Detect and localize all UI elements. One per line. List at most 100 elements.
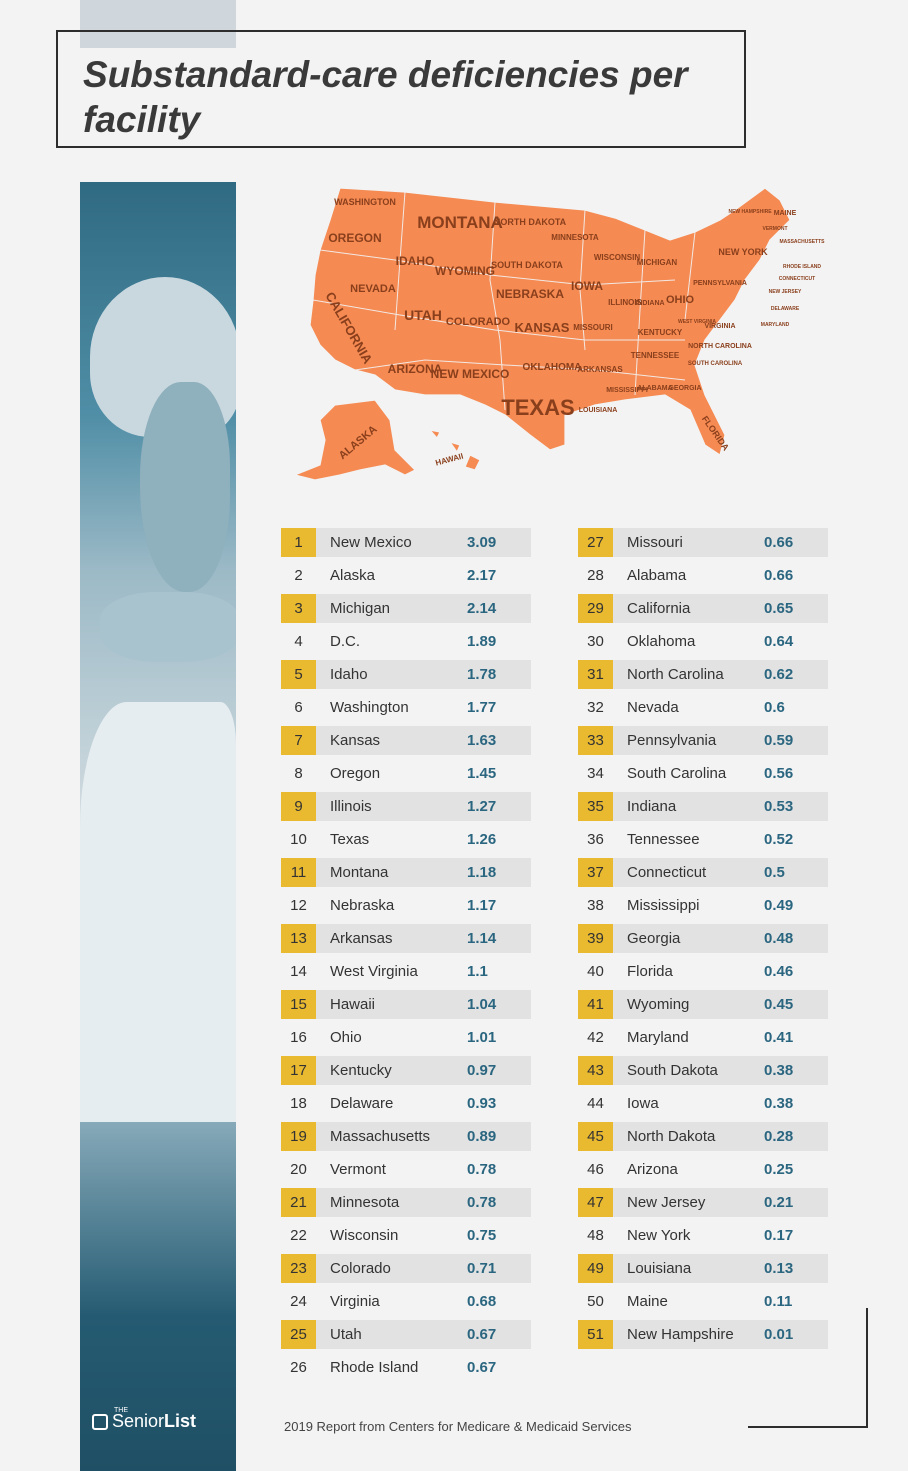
state-cell: New Hampshire — [627, 1326, 734, 1343]
state-cell: Missouri — [627, 534, 683, 551]
rank-cell: 51 — [578, 1320, 613, 1349]
map-label-south-dakota: SOUTH DAKOTA — [491, 260, 563, 270]
rank-cell: 34 — [587, 765, 604, 782]
rank-cell: 40 — [587, 963, 604, 980]
value-cell: 0.11 — [764, 1293, 793, 1310]
value-cell: 0.66 — [764, 567, 794, 584]
map-label-mississippi: MISSISSIPPI — [606, 387, 648, 394]
state-cell: Colorado — [330, 1260, 391, 1277]
state-cell: Idaho — [330, 666, 368, 683]
source-note: 2019 Report from Centers for Medicare & … — [284, 1419, 632, 1434]
table-row: 29 California 0.65 — [578, 594, 828, 623]
state-cell: Arkansas — [330, 930, 393, 947]
rank-cell: 42 — [587, 1029, 604, 1046]
state-cell: Minnesota — [330, 1194, 400, 1211]
value-cell: 1.18 — [467, 864, 497, 881]
value-cell: 0.78 — [467, 1161, 497, 1178]
table-row: 39 Georgia 0.48 — [578, 924, 828, 953]
state-cell: Alaska — [330, 567, 376, 584]
map-label-arkansas: ARKANSAS — [577, 365, 623, 374]
map-label-connecticut: CONNECTICUT — [779, 276, 815, 282]
rank-cell: 43 — [578, 1056, 613, 1085]
state-cell: North Dakota — [627, 1128, 716, 1145]
value-cell: 0.21 — [764, 1194, 794, 1211]
value-cell: 1.04 — [467, 996, 497, 1013]
value-cell: 1.26 — [467, 831, 497, 848]
table-row: 38 Mississippi 0.49 — [578, 891, 828, 920]
table-row: 12 Nebraska 1.17 — [281, 891, 531, 920]
value-cell: 0.13 — [764, 1260, 794, 1277]
map-label-hawaii: HAWAII — [434, 452, 464, 468]
map-label-virginia: VIRGINIA — [704, 323, 735, 330]
rank-cell: 41 — [578, 990, 613, 1019]
map-label-west-virginia: WEST VIRGINIA — [678, 319, 716, 325]
state-cell: Rhode Island — [330, 1359, 419, 1376]
rank-cell: 38 — [587, 897, 604, 914]
value-cell: 0.71 — [467, 1260, 497, 1277]
value-cell: 1.1 — [467, 963, 488, 980]
map-label-wisconsin: WISCONSIN — [594, 253, 640, 262]
state-cell: Nebraska — [330, 897, 395, 914]
map-label-colorado: COLORADO — [446, 316, 511, 328]
map-label-nebraska: NEBRASKA — [496, 287, 564, 301]
rank-cell: 3 — [281, 594, 316, 623]
value-cell: 0.52 — [764, 831, 794, 848]
value-cell: 1.63 — [467, 732, 497, 749]
map-label-idaho: IDAHO — [396, 254, 435, 268]
state-cell: North Carolina — [627, 666, 724, 683]
value-cell: 1.45 — [467, 765, 497, 782]
table-row: 33 Pennsylvania 0.59 — [578, 726, 828, 755]
rank-cell: 2 — [294, 567, 303, 584]
value-cell: 3.09 — [467, 534, 497, 551]
corner-decoration-vertical — [866, 1308, 868, 1428]
table-row: 22 Wisconsin 0.75 — [281, 1221, 531, 1250]
title-box: Substandard-care deficiencies per facili… — [56, 30, 746, 148]
value-cell: 0.66 — [764, 534, 794, 551]
rank-cell: 30 — [587, 633, 604, 650]
table-row: 49 Louisiana 0.13 — [578, 1254, 828, 1283]
state-cell: Louisiana — [627, 1260, 692, 1277]
table-row: 50 Maine 0.11 — [578, 1287, 828, 1316]
value-cell: 0.68 — [467, 1293, 497, 1310]
table-row: 16 Ohio 1.01 — [281, 1023, 531, 1052]
map-label-texas: TEXAS — [501, 395, 574, 420]
value-cell: 0.49 — [764, 897, 794, 914]
state-cell: New York — [627, 1227, 691, 1244]
table-row: 27 Missouri 0.66 — [578, 528, 828, 557]
rank-cell: 23 — [281, 1254, 316, 1283]
state-cell: New Mexico — [330, 534, 412, 551]
state-cell: Montana — [330, 864, 389, 881]
map-label-north-carolina: NORTH CAROLINA — [688, 343, 752, 350]
map-label-maryland: MARYLAND — [761, 322, 790, 328]
table-row: 37 Connecticut 0.5 — [578, 858, 828, 887]
rank-cell: 33 — [578, 726, 613, 755]
value-cell: 1.17 — [467, 897, 497, 914]
table-row: 21 Minnesota 0.78 — [281, 1188, 531, 1217]
value-cell: 1.27 — [467, 798, 497, 815]
map-label-missouri: MISSOURI — [573, 323, 613, 332]
value-cell: 0.25 — [764, 1161, 794, 1178]
value-cell: 1.77 — [467, 699, 497, 716]
rank-cell: 24 — [290, 1293, 307, 1310]
rank-cell: 32 — [587, 699, 604, 716]
rank-cell: 1 — [281, 528, 316, 557]
rank-cell: 7 — [281, 726, 316, 755]
state-cell: Ohio — [330, 1029, 362, 1046]
value-cell: 0.62 — [764, 666, 794, 683]
value-cell: 0.38 — [764, 1095, 794, 1112]
ranking-column-left: 1 New Mexico 3.09 2 Alaska 2.17 3 Michigan 2.14 4… — [281, 528, 531, 1386]
value-cell: 1.14 — [467, 930, 497, 947]
state-cell: Vermont — [330, 1161, 386, 1178]
rank-cell: 49 — [578, 1254, 613, 1283]
value-cell: 1.89 — [467, 633, 497, 650]
map-label-new-hampshire: NEW HAMPSHIRE — [728, 209, 772, 215]
state-cell: Michigan — [330, 600, 391, 617]
map-label-vermont: VERMONT — [763, 226, 788, 232]
value-cell: 0.93 — [467, 1095, 497, 1112]
map-label-new-york: NEW YORK — [718, 247, 768, 257]
state-cell: Illinois — [330, 798, 372, 815]
state-cell: Florida — [627, 963, 673, 980]
rank-cell: 6 — [294, 699, 303, 716]
state-cell: Maine — [627, 1293, 668, 1310]
rank-cell: 31 — [578, 660, 613, 689]
